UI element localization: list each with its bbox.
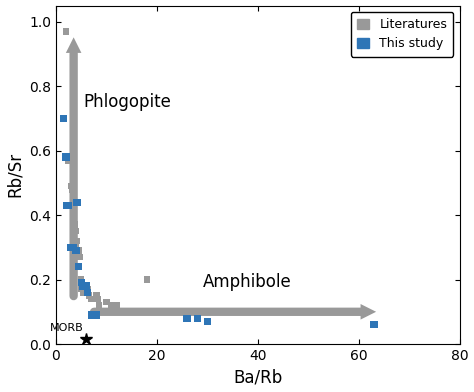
Legend: Literatures, This study: Literatures, This study [350,12,454,56]
This study [88,312,95,318]
This study [65,202,73,209]
Literatures [77,286,85,292]
This study [62,154,70,160]
Literatures [103,299,110,305]
Literatures [68,186,76,192]
Literatures [90,296,98,302]
This study [183,315,191,321]
Literatures [113,302,120,309]
Literatures [76,254,84,260]
Literatures [82,289,90,296]
This study [75,263,82,270]
This study [92,312,100,318]
Literatures [80,289,88,296]
Literatures [62,28,70,34]
Text: Phlogopite: Phlogopite [84,93,172,111]
Literatures [73,244,80,250]
Literatures [88,296,95,302]
Literatures [143,276,151,283]
Y-axis label: Rb/Sr: Rb/Sr [6,152,24,197]
This study [203,318,211,325]
Literatures [92,292,100,299]
Literatures [78,279,86,286]
Literatures [83,286,91,292]
Literatures [73,228,80,234]
Literatures [108,302,115,309]
Literatures [72,221,79,228]
This study [77,279,85,286]
This study [83,289,91,296]
Literatures [73,238,81,244]
Literatures [75,247,82,254]
Literatures [77,276,85,283]
This study [67,244,75,250]
Literatures [65,157,73,163]
Text: MORB: MORB [50,323,84,333]
Literatures [85,292,92,299]
This study [73,247,80,254]
X-axis label: Ba/Rb: Ba/Rb [233,368,283,387]
This study [73,199,81,205]
This study [64,202,71,209]
Literatures [95,302,103,309]
Text: Amphibole: Amphibole [203,273,292,291]
Literatures [67,183,75,189]
This study [193,315,201,321]
This study [70,244,77,250]
This study [82,283,90,289]
Literatures [93,296,101,302]
This study [78,283,86,289]
This study [60,115,67,122]
This study [370,321,378,328]
Literatures [70,218,77,225]
